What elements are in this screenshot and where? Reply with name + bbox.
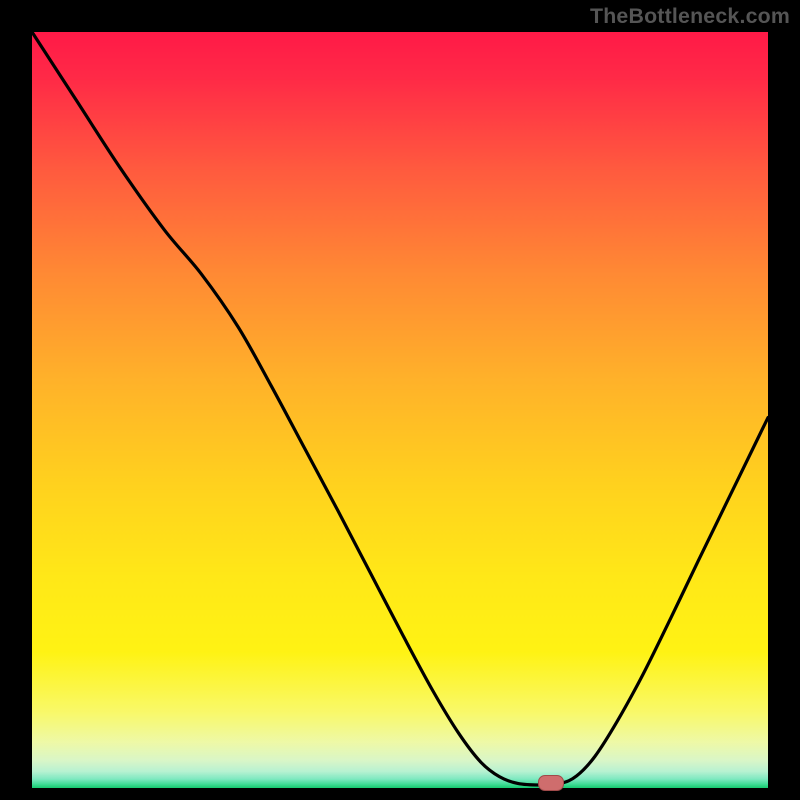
optimal-marker [538,775,564,791]
chart-stage: TheBottleneck.com [0,0,800,800]
bottleneck-curve [0,0,800,800]
bottleneck-curve-path [32,32,768,785]
